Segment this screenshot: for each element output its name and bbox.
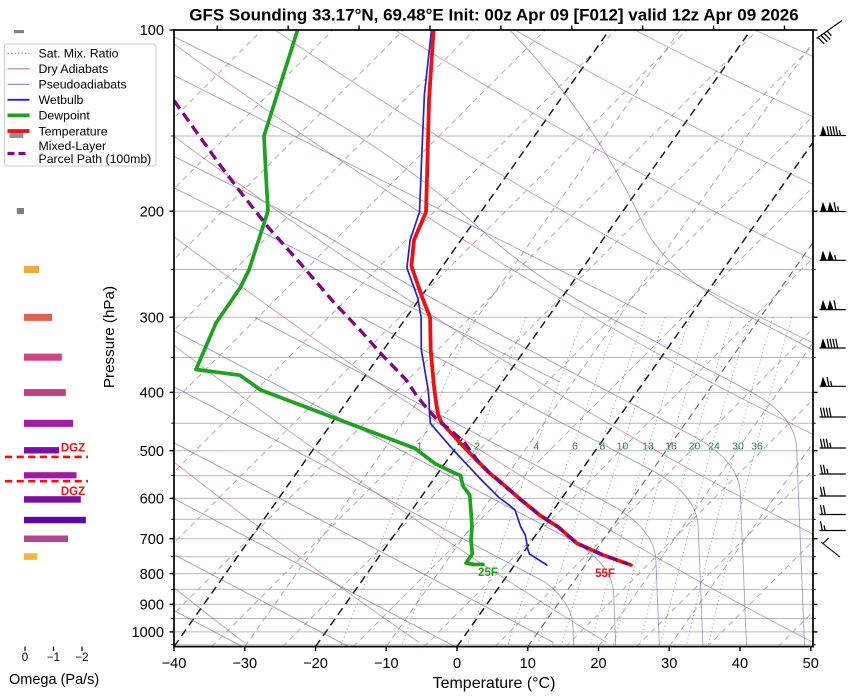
svg-text:Temperature: Temperature — [39, 124, 108, 138]
svg-text:500: 500 — [140, 444, 164, 460]
svg-text:−30: −30 — [232, 656, 257, 672]
svg-text:−20: −20 — [303, 656, 328, 672]
svg-text:20: 20 — [590, 656, 606, 672]
svg-text:Mixed-Layer: Mixed-Layer — [39, 139, 107, 153]
svg-text:10: 10 — [520, 656, 536, 672]
svg-text:0: 0 — [453, 656, 461, 672]
svg-text:30: 30 — [661, 656, 677, 672]
svg-text:Dewpoint: Dewpoint — [39, 109, 91, 123]
svg-text:30: 30 — [732, 441, 744, 453]
svg-text:Omega (Pa/s): Omega (Pa/s) — [9, 672, 99, 688]
svg-text:0: 0 — [22, 652, 28, 664]
svg-text:36: 36 — [751, 441, 763, 453]
svg-text:DGZ: DGZ — [61, 486, 85, 498]
svg-text:DGZ: DGZ — [61, 443, 85, 455]
svg-text:Parcel Path (100mb): Parcel Path (100mb) — [39, 152, 152, 166]
svg-text:40: 40 — [732, 656, 748, 672]
svg-text:50: 50 — [803, 656, 819, 672]
svg-text:Sat. Mix. Ratio: Sat. Mix. Ratio — [39, 47, 119, 61]
svg-text:8: 8 — [599, 441, 605, 453]
svg-text:2: 2 — [474, 441, 480, 453]
svg-text:Pseudoadiabats: Pseudoadiabats — [39, 78, 127, 92]
svg-text:10: 10 — [617, 441, 629, 453]
svg-text:−1: −1 — [47, 652, 60, 664]
svg-text:−40: −40 — [162, 656, 187, 672]
svg-text:200: 200 — [140, 204, 164, 220]
svg-text:Pressure (hPa): Pressure (hPa) — [101, 286, 118, 388]
svg-text:900: 900 — [140, 598, 164, 614]
svg-text:13: 13 — [642, 441, 654, 453]
svg-text:700: 700 — [140, 532, 164, 548]
svg-text:GFS Sounding 33.17°N, 69.48°E: GFS Sounding 33.17°N, 69.48°E Init: 00z … — [189, 6, 798, 25]
svg-text:25F: 25F — [478, 567, 498, 579]
svg-text:55F: 55F — [595, 568, 615, 580]
svg-text:4: 4 — [533, 441, 539, 453]
svg-text:20: 20 — [689, 441, 701, 453]
svg-text:400: 400 — [140, 386, 164, 402]
svg-text:1000: 1000 — [132, 625, 164, 641]
svg-text:100: 100 — [140, 23, 164, 39]
svg-text:Wetbulb: Wetbulb — [39, 93, 84, 107]
svg-text:16: 16 — [665, 441, 677, 453]
svg-text:−2: −2 — [75, 652, 88, 664]
svg-text:−10: −10 — [374, 656, 399, 672]
svg-text:600: 600 — [140, 492, 164, 508]
svg-text:6: 6 — [572, 441, 578, 453]
svg-text:300: 300 — [140, 310, 164, 326]
svg-text:24: 24 — [708, 441, 720, 453]
svg-text:800: 800 — [140, 567, 164, 583]
svg-text:Temperature (°C): Temperature (°C) — [433, 675, 556, 692]
svg-text:Dry Adiabats: Dry Adiabats — [39, 62, 109, 76]
